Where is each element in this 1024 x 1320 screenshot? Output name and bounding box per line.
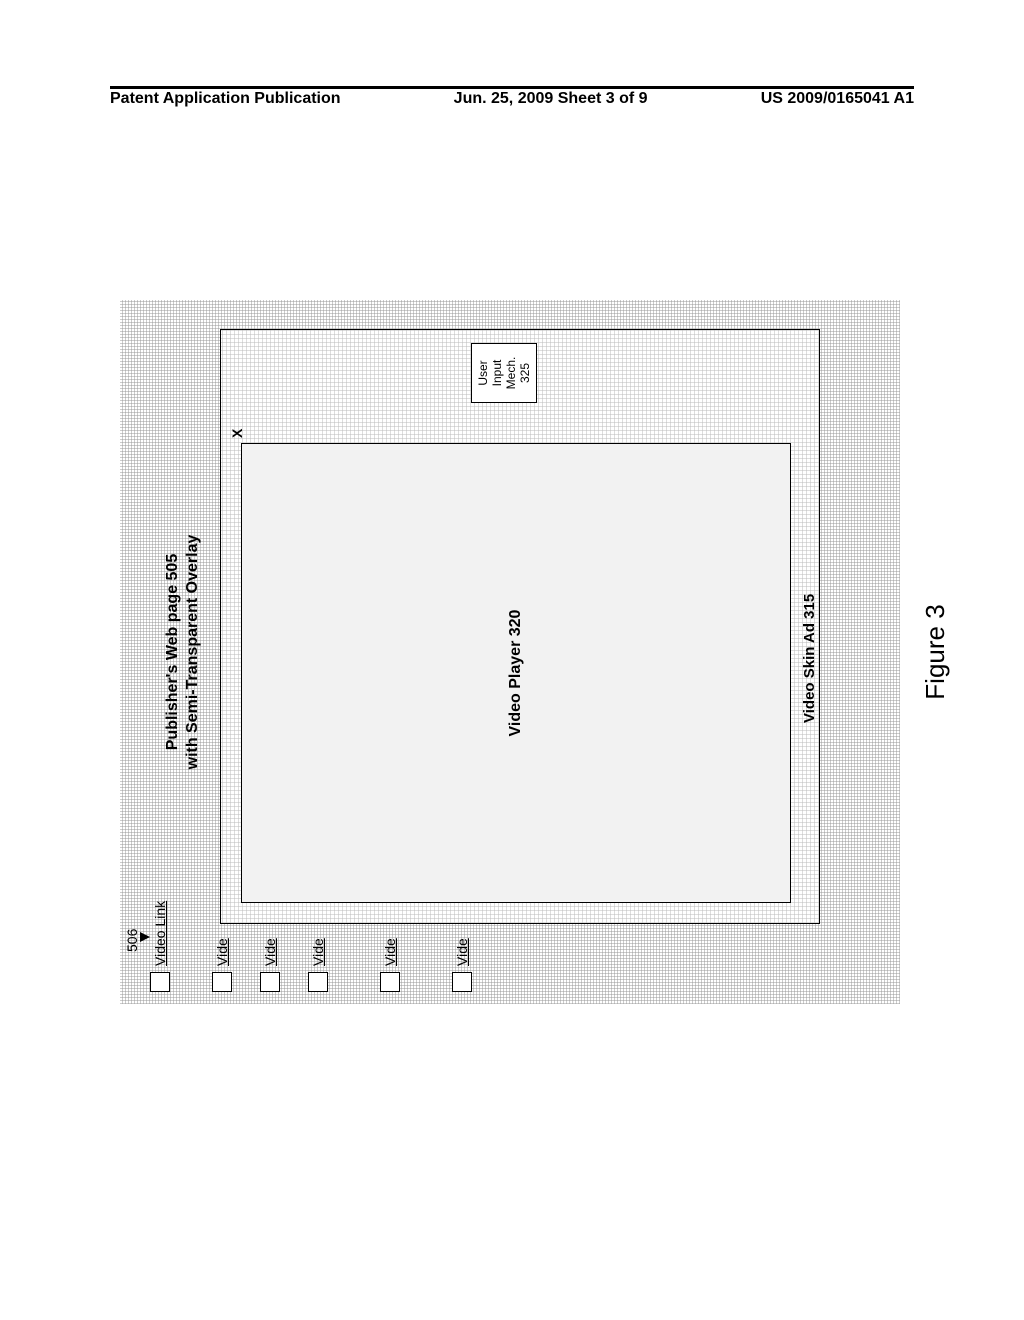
video-link-item[interactable]: Vide [260,936,280,992]
video-link-item[interactable]: Vide [212,936,232,992]
header-rule [110,86,914,89]
uim-line2: Input [490,344,504,402]
bg-title-line2: with Semi-Transparent Overlay [184,535,202,770]
header-center: Jun. 25, 2009 Sheet 3 of 9 [454,90,648,108]
video-skin-ad-label: Video Skin Ad 315 [801,594,818,723]
bg-title-line1: Publisher's Web page 505 [164,554,182,750]
header-right: US 2009/0165041 A1 [761,90,914,108]
ref-506: 506 [124,929,140,952]
video-link-item[interactable]: Video Link [150,901,170,992]
rotated-diagram: Publisher's Web page 505 with Semi-Trans… [120,300,900,1004]
video-thumb-icon [260,972,280,992]
video-thumb-icon [150,972,170,992]
video-link-item[interactable]: Vide [452,936,472,992]
video-link-label: Vide [382,936,398,966]
video-link-item[interactable]: Vide [308,936,328,992]
uim-line4: 325 [518,344,532,402]
video-link-label: Vide [214,936,230,966]
page-header: Patent Application Publication Jun. 25, … [110,90,914,108]
uim-line1: User [476,344,490,402]
video-link-item[interactable]: Vide [380,936,400,992]
video-link-label: Vide [262,936,278,966]
video-player-label: Video Player 320 [507,610,525,737]
video-thumb-icon [308,972,328,992]
video-thumb-icon [212,972,232,992]
video-skin-ad-frame: X Video Player 320 User Input Mech. 325 … [220,329,820,924]
page: Patent Application Publication Jun. 25, … [0,0,1024,1320]
video-link-label: Vide [310,936,326,966]
video-player[interactable]: Video Player 320 [241,443,791,903]
uim-line3: Mech. [504,344,518,402]
video-thumb-icon [452,972,472,992]
diagram-stage: Publisher's Web page 505 with Semi-Trans… [120,300,900,1004]
video-thumb-icon [380,972,400,992]
close-icon[interactable]: X [229,429,245,438]
arrow-506-icon [140,932,150,942]
header-left: Patent Application Publication [110,90,341,108]
video-link-label: Video Link [152,901,168,966]
user-input-mech[interactable]: User Input Mech. 325 [471,343,537,403]
video-link-label: Vide [454,936,470,966]
figure-caption: Figure 3 [920,604,951,699]
